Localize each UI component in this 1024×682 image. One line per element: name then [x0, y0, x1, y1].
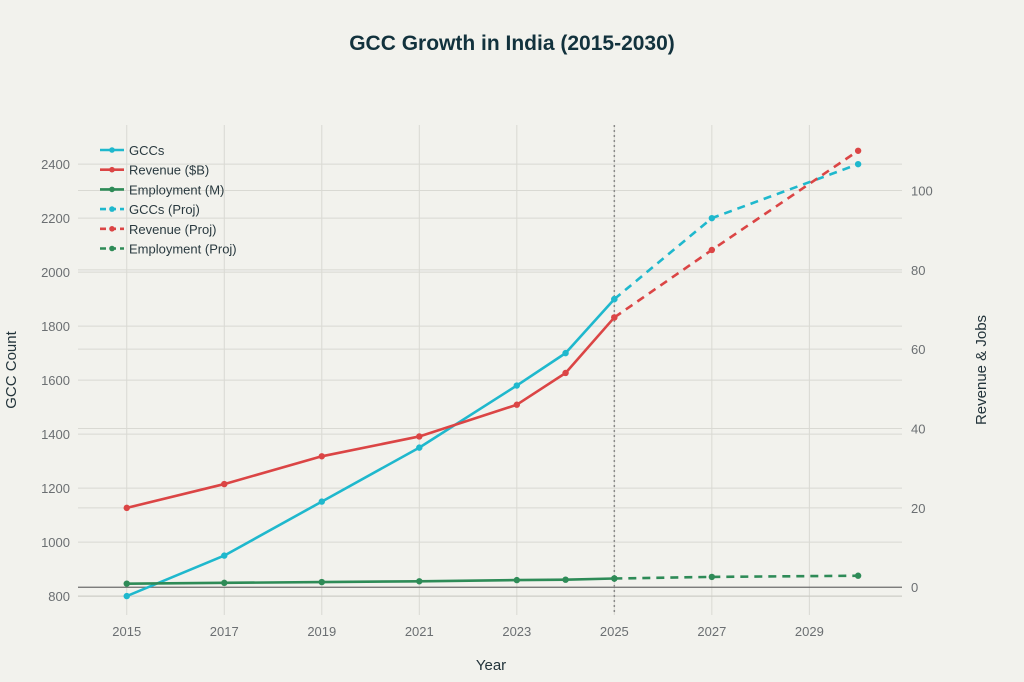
x-tick-label: 2025 — [600, 624, 629, 639]
data-point — [123, 580, 130, 587]
x-tick-label: 2017 — [210, 624, 239, 639]
data-point — [123, 592, 130, 600]
legend-label: Employment (M) — [129, 182, 224, 197]
legend-item[interactable]: Revenue (Proj) — [100, 222, 216, 237]
y-tick-label: 800 — [48, 589, 70, 604]
legend-item[interactable]: Employment (M) — [100, 182, 224, 197]
series-line — [126, 577, 615, 585]
data-point — [611, 575, 618, 582]
series-revenue-proj — [611, 147, 862, 321]
y-tick-label: 1600 — [41, 373, 70, 388]
data-point — [318, 498, 325, 505]
y-tick-label: 2400 — [41, 157, 70, 172]
data-point — [854, 160, 862, 168]
x-tick-label: 2021 — [405, 624, 434, 639]
legend-label: Revenue ($B) — [129, 163, 209, 178]
y2-tick-label: 60 — [911, 342, 925, 357]
y-axis-title: GCC Count — [3, 330, 20, 408]
y-tick-label: 1400 — [41, 427, 70, 442]
data-point — [611, 295, 618, 303]
y2-axis-title: Revenue & Jobs — [973, 315, 990, 425]
series-revenue-b — [123, 314, 618, 512]
data-point — [854, 147, 862, 154]
legend-item[interactable]: Employment (Proj) — [100, 242, 237, 257]
y-tick-label: 1800 — [41, 319, 70, 334]
legend-marker — [109, 245, 115, 252]
legend-marker — [109, 147, 115, 153]
data-point — [123, 504, 130, 512]
legend-marker — [109, 186, 115, 193]
y-tick-label: 2200 — [41, 211, 70, 226]
x-tick-label: 2019 — [307, 624, 336, 639]
tick-labels: 2015 2017 2019 2021 2023 2025 2027 202980010001… — [41, 157, 933, 639]
series-gccs — [123, 295, 618, 600]
legend-label: GCCs (Proj) — [129, 202, 200, 217]
data-point — [562, 369, 569, 377]
data-point — [708, 573, 716, 581]
x-tick-label: 2029 — [795, 624, 824, 639]
y2-tick-label: 100 — [911, 183, 933, 198]
data-point — [416, 578, 423, 585]
series-employment-m — [123, 575, 618, 587]
series-gccs-proj — [611, 160, 862, 303]
data-point — [562, 349, 569, 357]
x-axis-title: Year — [476, 657, 506, 674]
x-tick-label: 2027 — [697, 624, 726, 639]
series-line — [614, 574, 859, 580]
y2-tick-label: 40 — [911, 422, 925, 437]
data-point — [318, 453, 325, 460]
legend-item[interactable]: Revenue ($B) — [100, 163, 209, 178]
data-point — [513, 576, 521, 584]
data-point — [416, 444, 423, 451]
y2-tick-label: 80 — [911, 263, 925, 278]
legend: GCCs Revenue ($B) Employment (M) GCCs (Proj… — [100, 143, 237, 257]
data-point — [611, 314, 618, 321]
grid — [78, 125, 902, 615]
data-point — [221, 552, 228, 559]
y-tick-label: 1000 — [41, 535, 70, 550]
legend-item[interactable]: GCCs (Proj) — [100, 202, 200, 217]
x-tick-label: 2023 — [502, 624, 531, 639]
data-point — [221, 480, 228, 488]
data-point — [562, 576, 569, 583]
data-point — [416, 433, 423, 440]
legend-marker — [109, 166, 115, 173]
series-employment-proj — [611, 572, 862, 582]
chart-title: GCC Growth in India (2015-2030) — [349, 32, 675, 55]
data-point — [513, 401, 521, 408]
series-line — [126, 316, 616, 510]
legend-marker — [109, 226, 115, 232]
data-point — [854, 572, 862, 579]
series-layer — [123, 147, 862, 600]
data-point — [708, 214, 716, 222]
legend-label: GCCs — [129, 143, 165, 158]
y2-tick-label: 0 — [911, 580, 918, 595]
y-tick-label: 1200 — [41, 481, 70, 496]
data-point — [708, 246, 716, 254]
legend-label: Revenue (Proj) — [129, 222, 216, 237]
x-tick-label: 2015 — [112, 624, 141, 639]
series-line — [613, 149, 859, 319]
y-tick-label: 2000 — [41, 265, 70, 280]
series-line — [613, 162, 859, 301]
legend-item[interactable]: GCCs — [100, 143, 165, 158]
data-point — [221, 579, 228, 587]
data-point — [513, 382, 521, 389]
legend-label: Employment (Proj) — [129, 242, 237, 257]
legend-marker — [109, 206, 115, 212]
data-point — [318, 578, 325, 586]
y2-tick-label: 20 — [911, 501, 925, 516]
